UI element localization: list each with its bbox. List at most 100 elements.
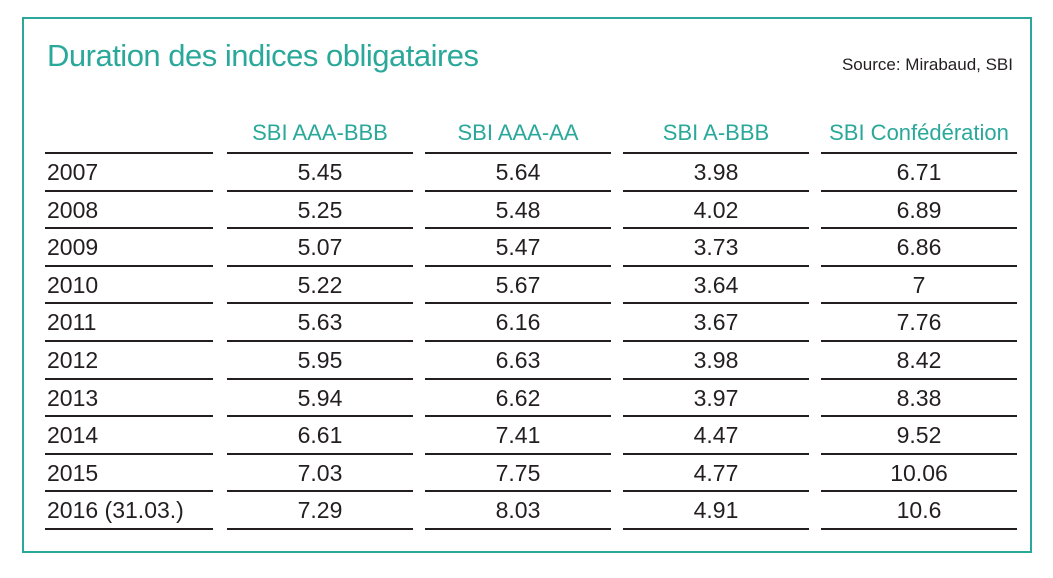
row-rule bbox=[821, 528, 1017, 530]
table-cell: 4.77 bbox=[693, 459, 739, 486]
table-cell: 5.63 bbox=[297, 309, 343, 336]
table-cell: 9.52 bbox=[896, 422, 942, 449]
row-rule bbox=[821, 189, 1017, 192]
table-cell: 4.02 bbox=[693, 196, 739, 223]
row-rule bbox=[821, 264, 1017, 267]
row-rule bbox=[623, 452, 809, 455]
row-rule bbox=[425, 415, 611, 418]
row-label: 2012 bbox=[47, 347, 99, 373]
table-cell: 5.94 bbox=[297, 384, 343, 411]
table-cell: 5.95 bbox=[297, 347, 343, 373]
row-rule bbox=[45, 340, 213, 342]
row-label: 2015 bbox=[47, 459, 99, 486]
row-rule bbox=[45, 452, 213, 455]
row-rule bbox=[821, 415, 1017, 418]
row-rule bbox=[425, 340, 611, 342]
table-cell: 8.03 bbox=[495, 497, 541, 524]
table-cell: 5.45 bbox=[297, 159, 343, 185]
row-rule bbox=[227, 490, 413, 493]
table-cell: 7.29 bbox=[297, 497, 343, 524]
row-rule bbox=[821, 490, 1017, 493]
header-rule bbox=[45, 152, 213, 154]
table-cell: 5.25 bbox=[297, 196, 343, 223]
column-header: SBI AAA-AA bbox=[457, 120, 579, 145]
table-cell: 6.71 bbox=[896, 159, 942, 185]
row-rule bbox=[227, 340, 413, 342]
table-cell: 8.38 bbox=[896, 384, 942, 411]
table-cell: 3.67 bbox=[693, 309, 739, 336]
header-rule bbox=[425, 152, 611, 154]
row-label: 2008 bbox=[47, 196, 99, 223]
row-rule bbox=[425, 377, 611, 380]
row-rule bbox=[623, 302, 809, 305]
table-cell: 10.06 bbox=[890, 459, 948, 486]
row-rule bbox=[821, 377, 1017, 380]
table-cell: 6.86 bbox=[896, 234, 942, 261]
table-cell: 3.64 bbox=[693, 271, 739, 298]
table-cell: 6.61 bbox=[297, 422, 343, 449]
row-rule bbox=[227, 189, 413, 192]
table-cell: 10.6 bbox=[896, 497, 942, 524]
table-cell: 4.47 bbox=[693, 422, 739, 449]
row-label: 2011 bbox=[47, 309, 97, 336]
table-cell: 6.16 bbox=[495, 309, 541, 336]
table-cell: 8.42 bbox=[896, 347, 942, 373]
row-rule bbox=[227, 264, 413, 267]
row-rule bbox=[45, 415, 213, 418]
table-cell: 3.98 bbox=[693, 347, 739, 373]
row-rule bbox=[227, 528, 413, 530]
row-label: 2016 (31.03.) bbox=[47, 497, 184, 524]
row-rule bbox=[821, 302, 1017, 305]
row-rule bbox=[227, 452, 413, 455]
table-cell: 6.89 bbox=[896, 196, 942, 223]
row-rule bbox=[821, 227, 1017, 230]
row-rule bbox=[623, 227, 809, 230]
row-rule bbox=[45, 377, 213, 380]
row-rule bbox=[821, 452, 1017, 455]
column-header: SBI Confédération bbox=[829, 120, 1009, 145]
column-header: SBI A-BBB bbox=[662, 120, 770, 145]
source-note: Source: Mirabaud, SBI bbox=[841, 55, 1013, 74]
table-cell: 7.03 bbox=[297, 459, 343, 486]
table-cell: 7.41 bbox=[495, 422, 541, 449]
row-rule bbox=[623, 264, 809, 267]
table-cell: 6.63 bbox=[495, 347, 541, 373]
row-rule bbox=[623, 528, 809, 530]
row-rule bbox=[227, 227, 413, 230]
row-label: 2010 bbox=[47, 271, 99, 298]
row-label: 2013 bbox=[47, 384, 99, 411]
row-rule bbox=[227, 377, 413, 380]
table-cell: 5.47 bbox=[495, 234, 541, 261]
table-cell: 6.62 bbox=[495, 384, 541, 411]
row-label: 2014 bbox=[47, 422, 99, 449]
header-rule bbox=[227, 152, 413, 154]
row-rule bbox=[45, 227, 213, 230]
row-rule bbox=[45, 264, 213, 267]
row-rule bbox=[45, 302, 213, 305]
row-rule bbox=[425, 528, 611, 530]
row-label: 2009 bbox=[47, 234, 99, 261]
table-cell: 7 bbox=[912, 271, 926, 298]
row-rule bbox=[425, 189, 611, 192]
row-rule bbox=[623, 377, 809, 380]
row-rule bbox=[425, 264, 611, 267]
table-cell: 4.91 bbox=[693, 497, 739, 524]
table-cell: 3.97 bbox=[693, 384, 739, 411]
table-cell: 5.67 bbox=[495, 271, 541, 298]
table-cell: 5.07 bbox=[297, 234, 343, 261]
row-rule bbox=[45, 528, 213, 530]
row-label: 2007 bbox=[47, 159, 99, 185]
row-rule bbox=[425, 227, 611, 230]
row-rule bbox=[227, 302, 413, 305]
table-cell: 7.75 bbox=[495, 459, 541, 486]
row-rule bbox=[45, 189, 213, 192]
column-header: SBI AAA-BBB bbox=[252, 120, 388, 145]
row-rule bbox=[623, 189, 809, 192]
row-rule bbox=[623, 490, 809, 493]
table-cell: 5.64 bbox=[495, 159, 541, 185]
row-rule bbox=[425, 490, 611, 493]
table-title: Duration des indices obligataires bbox=[47, 38, 479, 73]
header-rule bbox=[821, 152, 1017, 154]
row-rule bbox=[45, 490, 213, 493]
header-rule bbox=[623, 152, 809, 154]
